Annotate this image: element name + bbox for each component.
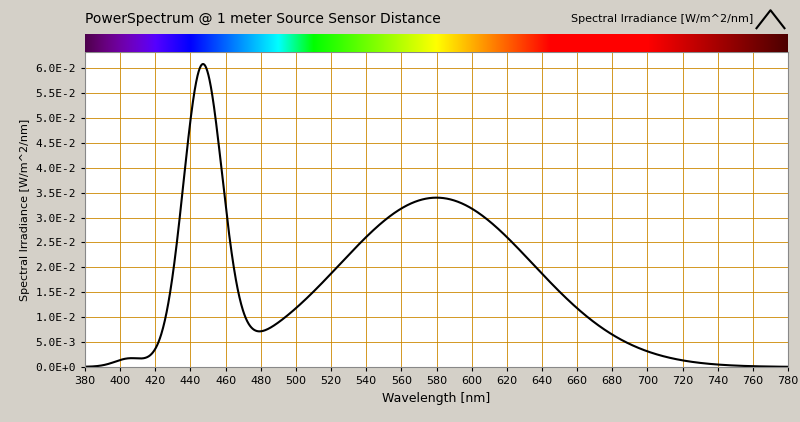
Text: PowerSpectrum @ 1 meter Source Sensor Distance: PowerSpectrum @ 1 meter Source Sensor Di… — [85, 12, 441, 26]
Text: Spectral Irradiance [W/m^2/nm]: Spectral Irradiance [W/m^2/nm] — [570, 14, 753, 24]
X-axis label: Wavelength [nm]: Wavelength [nm] — [382, 392, 490, 405]
Y-axis label: Spectral Irradiance [W/m^2/nm]: Spectral Irradiance [W/m^2/nm] — [20, 119, 30, 301]
